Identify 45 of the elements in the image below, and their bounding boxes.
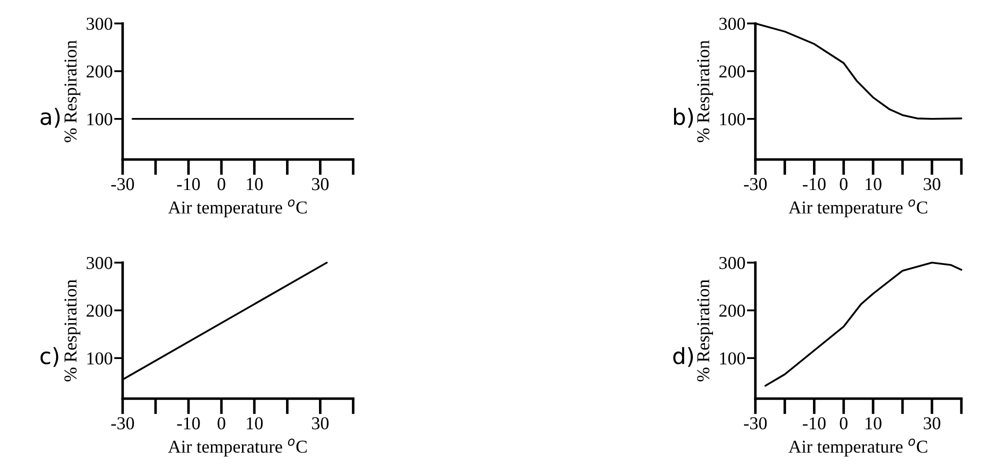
y-tick-label: 100: [87, 352, 112, 365]
x-tick-label: 0: [840, 417, 848, 430]
y-tick-label: 200: [719, 304, 745, 317]
x-tick-label: -10: [802, 417, 826, 430]
y-axis-title: % Respiration: [697, 40, 714, 142]
y-axis-title: % Respiration: [64, 40, 80, 142]
x-tick-label: 0: [840, 178, 848, 190]
text: d): [673, 347, 693, 367]
x-tick-label: -30: [111, 178, 134, 190]
y-tick-label: 100: [720, 352, 745, 365]
x-tick-label: -30: [111, 417, 134, 430]
x-axis-title: Air temperature $^{o}$C: [168, 438, 307, 456]
y-tick-label: 200: [86, 304, 112, 317]
y-tick-label: 100: [87, 113, 112, 126]
y-axis-title: % Respiration: [697, 280, 714, 382]
x-tick-label: 30: [924, 178, 940, 190]
x-tick-label: 30: [924, 417, 940, 430]
x-axis-title: Air temperature $^{o}$C: [788, 199, 928, 218]
y-tick-label: 300: [86, 256, 112, 270]
x-tick-label: 30: [312, 178, 329, 190]
y-tick-label: 300: [719, 18, 745, 30]
text: b): [674, 108, 693, 128]
x-tick-label: 0: [218, 178, 226, 190]
y-tick-label: 300: [86, 18, 112, 30]
y-axis-title: % Respiration: [64, 280, 80, 382]
x-tick-label: -10: [802, 178, 826, 190]
y-tick-label: 100: [720, 113, 745, 126]
y-tick-label: 200: [86, 65, 112, 78]
text: a): [40, 108, 60, 128]
x-tick-label: 0: [218, 417, 226, 430]
x-tick-label: 10: [866, 178, 882, 190]
line-series: [764, 262, 962, 387]
text: c): [40, 347, 58, 367]
x-axis-title: Air temperature $^{o}$C: [788, 438, 928, 456]
x-tick-label: 10: [246, 178, 263, 190]
x-tick-label: 10: [866, 417, 882, 430]
x-tick-label: -10: [177, 178, 200, 190]
y-tick-label: 200: [719, 65, 745, 78]
x-tick-label: -30: [744, 178, 767, 190]
x-tick-label: -30: [744, 417, 767, 430]
x-tick-label: -10: [177, 417, 200, 430]
x-tick-label: 30: [312, 417, 329, 430]
x-tick-label: 10: [246, 417, 263, 430]
x-axis-title: Air temperature $^{o}$C: [168, 199, 307, 218]
y-tick-label: 300: [719, 256, 745, 270]
